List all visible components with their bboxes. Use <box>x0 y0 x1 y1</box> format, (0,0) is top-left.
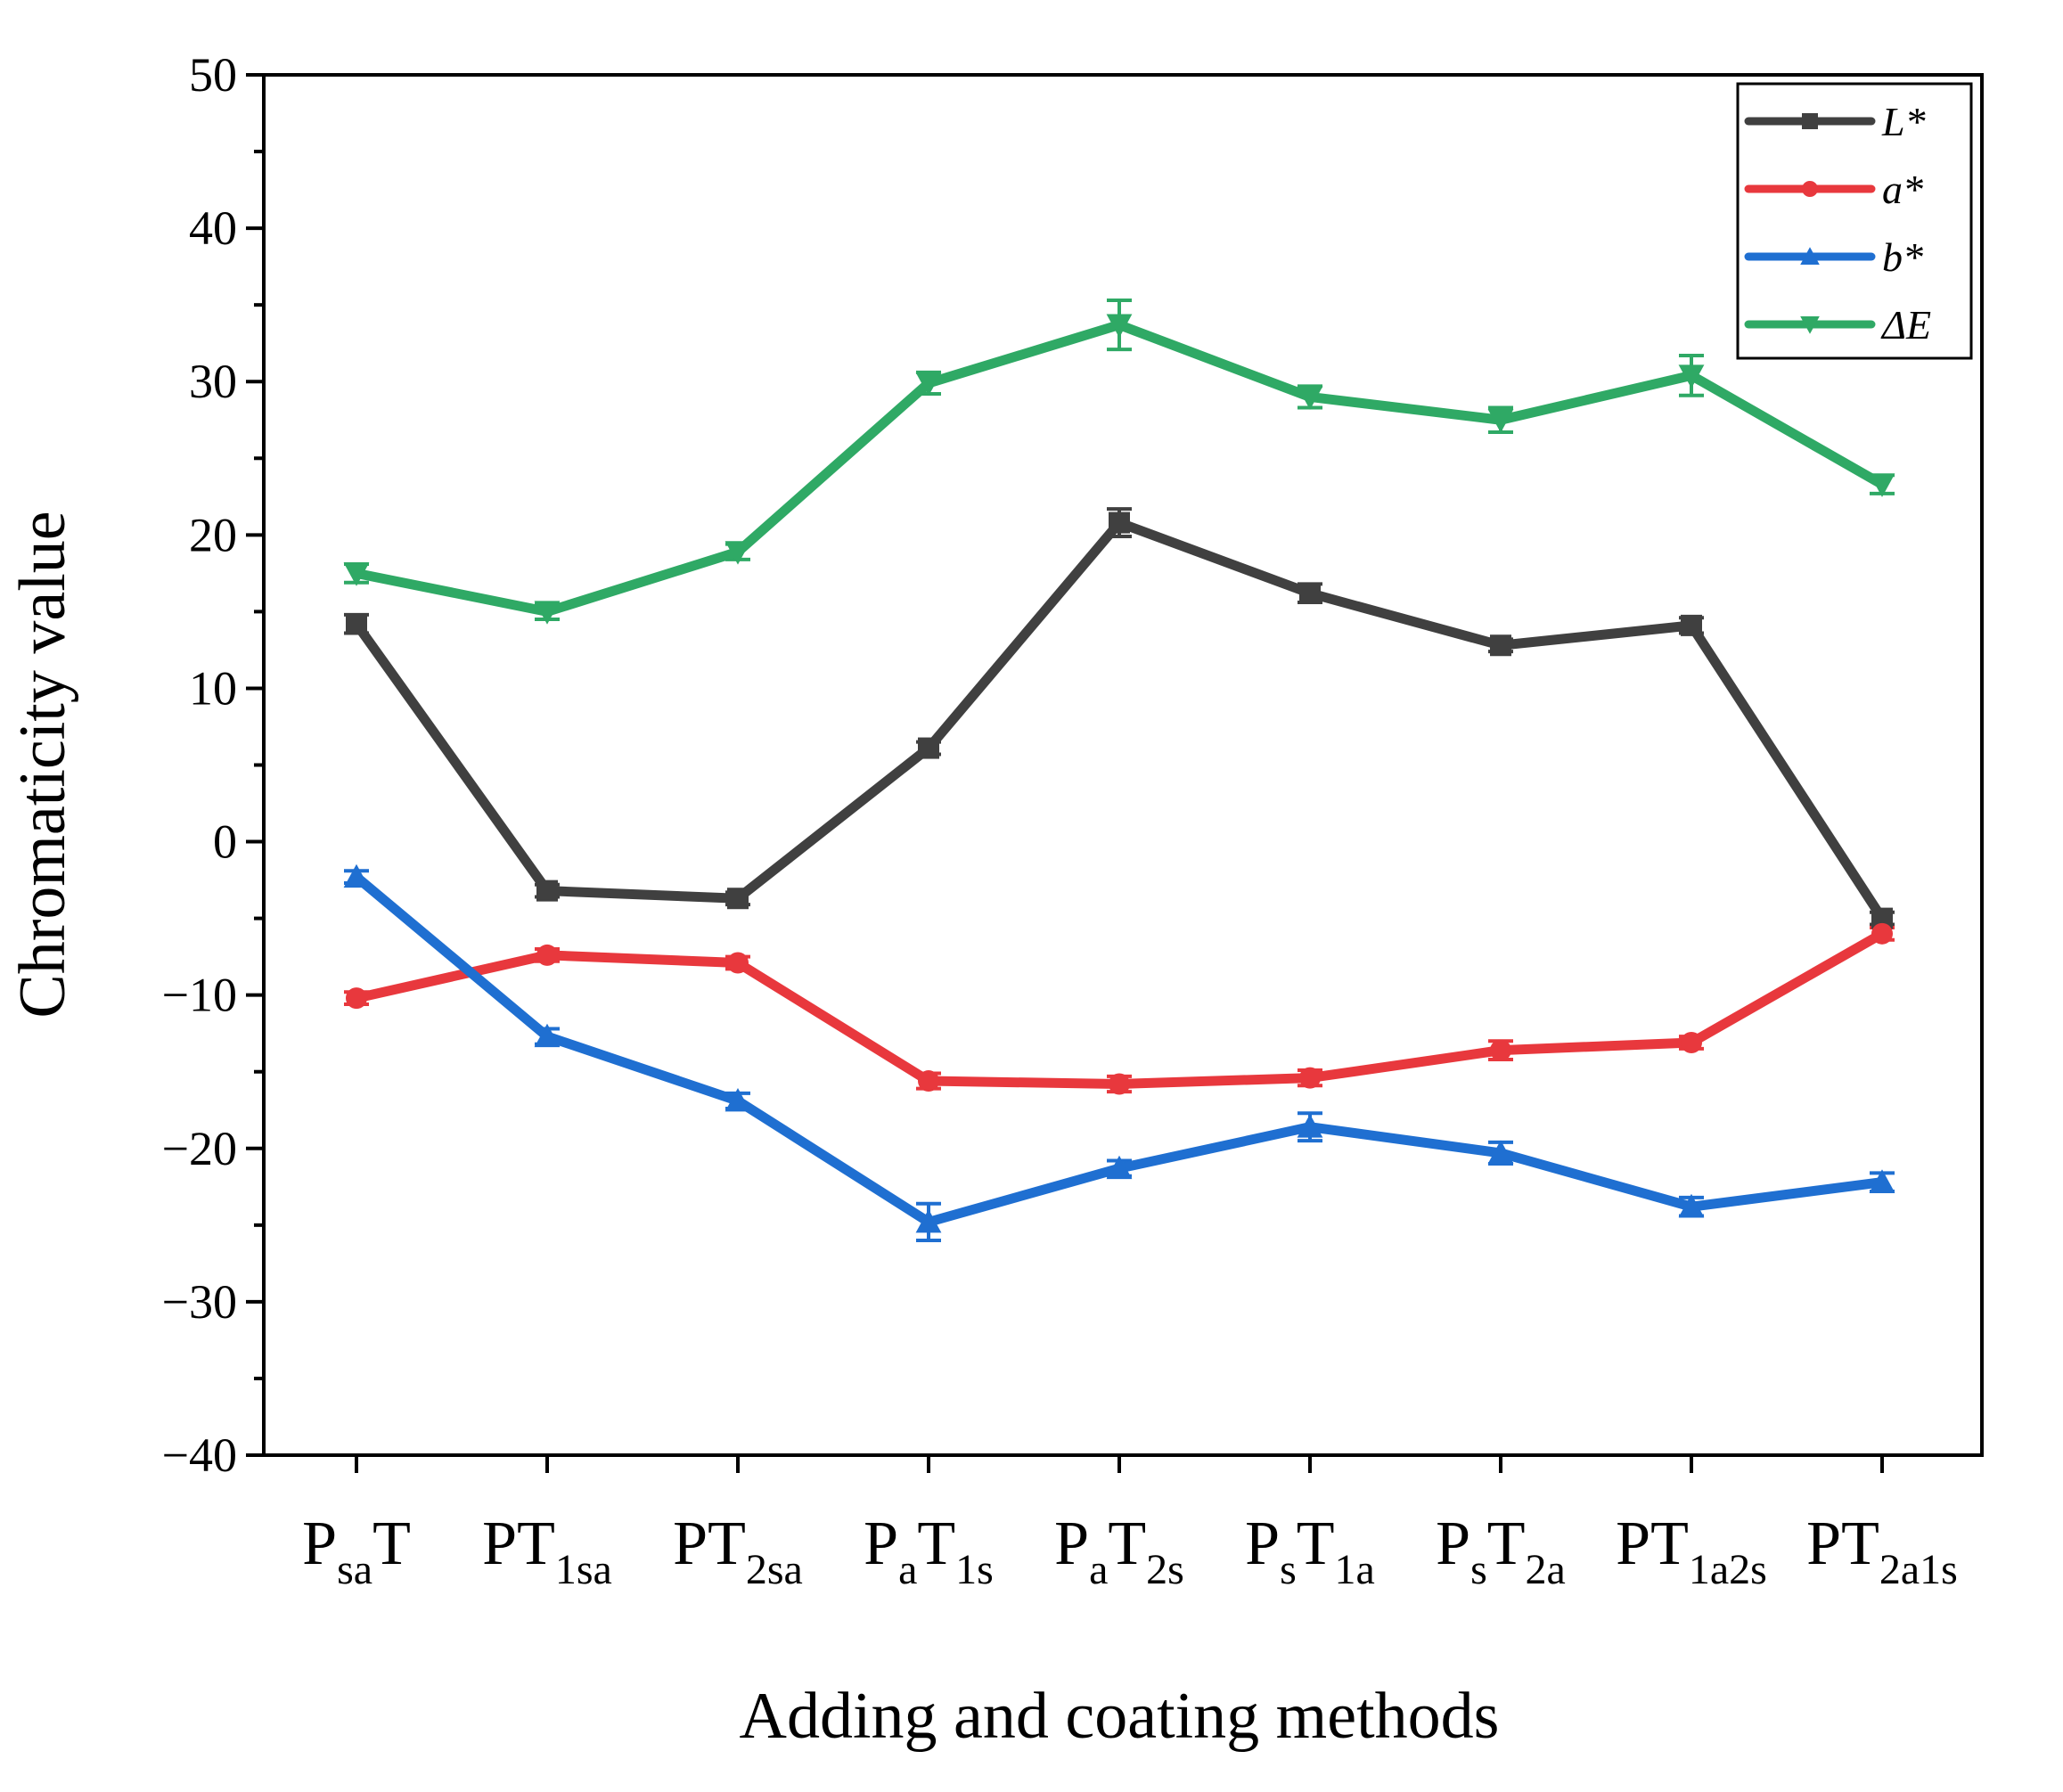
x-tick-label: PsaT <box>302 1510 411 1593</box>
data-point-b-star <box>1869 1169 1895 1193</box>
legend-marker-l-star <box>1802 113 1818 129</box>
data-point-b-star <box>1678 1193 1705 1218</box>
data-point-b-star <box>725 1088 751 1112</box>
data-point-b-star <box>1487 1140 1514 1164</box>
data-point-l-star <box>1490 634 1511 657</box>
x-tick-label: PT1a2s <box>1616 1510 1767 1593</box>
axes <box>246 73 1984 1473</box>
data-point-b-star <box>1297 1114 1323 1138</box>
y-tick-label: 40 <box>189 201 237 255</box>
data-point-a-star <box>1490 1039 1511 1061</box>
series-markers <box>343 314 1895 1233</box>
x-tick-label: PT2a1s <box>1806 1510 1958 1593</box>
x-axis-title: Adding and coating methods <box>740 1680 1500 1753</box>
x-tick-label: PaT2s <box>1054 1510 1184 1593</box>
data-point-a-star <box>536 944 558 966</box>
data-point-l-star <box>727 888 749 910</box>
x-tick-label: PsT1a <box>1245 1510 1375 1593</box>
data-point-b-star <box>343 863 370 888</box>
legend-label-b-star: b* <box>1882 234 1923 280</box>
data-point-l-star <box>536 880 558 902</box>
data-point-l-star <box>1109 511 1130 534</box>
legend-box <box>1736 82 1973 360</box>
data-point-a-star <box>346 987 367 1010</box>
x-tick-label: PT1sa <box>482 1510 612 1593</box>
data-point-delta-e <box>725 541 751 565</box>
data-point-delta-e <box>1487 409 1514 433</box>
legend-marker-b-star <box>1800 247 1820 265</box>
legend-label-l-star: L* <box>1881 99 1926 144</box>
data-point-b-star <box>534 1023 561 1048</box>
data-point-delta-e <box>1678 364 1705 389</box>
data-point-a-star <box>727 952 749 974</box>
data-point-l-star <box>1299 582 1321 604</box>
data-point-a-star <box>1871 922 1893 945</box>
data-point-l-star <box>918 737 939 759</box>
y-tick-label: −10 <box>162 969 237 1022</box>
legend: L* a* b* ΔE <box>1736 82 1973 360</box>
tick-labels: −40 −30 −20 −10 0 10 20 30 40 50 PsaT PT1sa PT2sa PaT… <box>162 48 1958 1593</box>
data-point-a-star <box>918 1070 939 1092</box>
data-point-delta-e <box>343 562 370 586</box>
x-tick-label: PT2sa <box>673 1510 803 1593</box>
data-point-b-star <box>915 1208 942 1233</box>
legend-label-a-star: a* <box>1882 167 1923 212</box>
legend-marker-a-star <box>1802 181 1818 197</box>
data-point-b-star <box>1106 1155 1133 1180</box>
legend-marker-delta-e <box>1800 316 1820 334</box>
data-point-delta-e <box>915 372 942 397</box>
x-tick-label: PaT1s <box>864 1510 994 1593</box>
data-point-a-star <box>1299 1067 1321 1089</box>
y-axis-title: Chromaticity value <box>6 511 79 1018</box>
y-tick-label: 30 <box>189 355 237 408</box>
x-tick-label: PsT2a <box>1436 1510 1566 1593</box>
series-line-a-star <box>351 929 1887 1089</box>
data-point-l-star <box>346 613 367 635</box>
y-tick-label: −30 <box>162 1275 237 1329</box>
data-point-delta-e <box>1869 473 1895 497</box>
plot-frame <box>262 73 1984 1457</box>
y-tick-label: 10 <box>189 661 237 715</box>
data-point-delta-e <box>1106 314 1133 338</box>
y-tick-label: −20 <box>162 1122 237 1175</box>
data-point-delta-e <box>534 601 561 625</box>
data-point-delta-e <box>1297 386 1323 410</box>
data-point-a-star <box>1681 1032 1702 1054</box>
y-tick-label: 50 <box>189 48 237 102</box>
y-tick-label: −40 <box>162 1428 237 1482</box>
y-tick-label: 20 <box>189 508 237 561</box>
y-tick-label: 0 <box>213 815 237 869</box>
series-line-delta-e <box>351 320 1887 617</box>
data-point-a-star <box>1109 1073 1130 1095</box>
data-point-l-star <box>1681 614 1702 636</box>
legend-label-delta-e: ΔE <box>1880 302 1931 348</box>
error-bars <box>344 299 1895 1243</box>
series-line-l-star <box>351 518 1887 924</box>
